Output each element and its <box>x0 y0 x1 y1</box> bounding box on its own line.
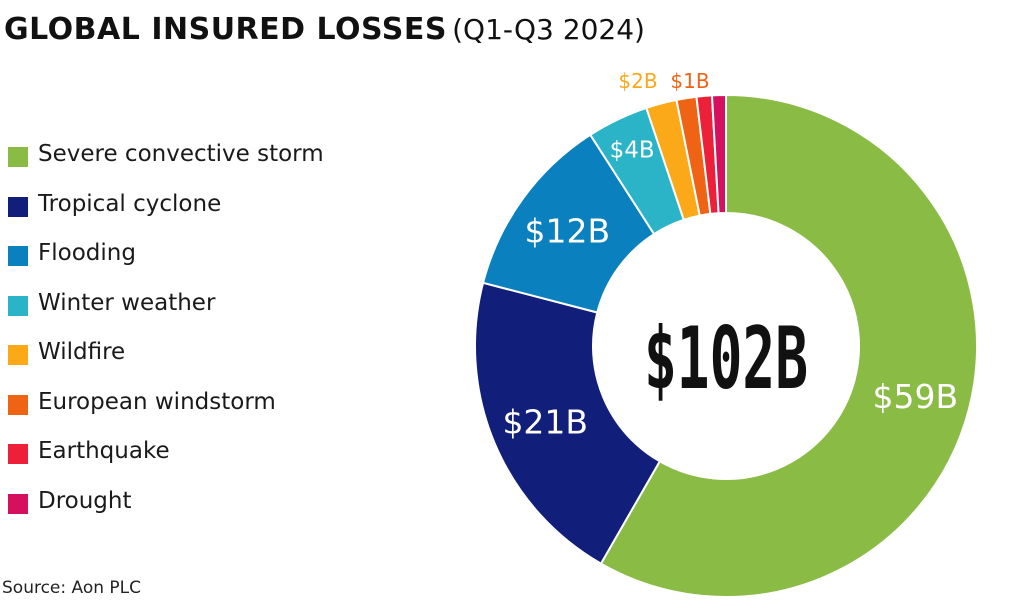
center-total-label: $102B <box>644 309 808 409</box>
legend-swatch <box>8 345 28 365</box>
legend-label: Flooding <box>38 240 136 266</box>
legend-label: Earthquake <box>38 438 170 464</box>
labels-group: $59B $21B $12B $4B $2B $1B <box>502 69 958 441</box>
legend-label: Tropical cyclone <box>38 190 222 217</box>
title-main: GLOBAL INSURED LOSSES <box>4 12 448 47</box>
legend-swatch <box>8 196 28 217</box>
legend-label: Winter weather <box>38 289 216 316</box>
title-subtitle: (Q1-Q3 2024) <box>452 13 645 46</box>
slice-drought <box>710 93 727 215</box>
source-note: Source: Aon PLC <box>2 578 142 598</box>
legend-swatch <box>8 246 28 266</box>
legend-swatch <box>8 493 28 514</box>
slice-severe-convective-storm <box>599 93 978 598</box>
legend-label: Severe convective storm <box>38 141 324 167</box>
legend-swatch <box>8 295 28 316</box>
chart-title: GLOBAL INSURED LOSSES (Q1-Q3 2024) <box>4 12 645 52</box>
legend-swatch <box>8 394 28 415</box>
data-label: $2B <box>618 69 657 93</box>
legend-swatch <box>8 444 28 464</box>
data-label: $12B <box>524 211 610 250</box>
legend-label: Drought <box>38 487 132 514</box>
data-label: $21B <box>502 402 588 441</box>
slice-tropical-cyclone <box>474 281 662 565</box>
data-label: $59B <box>873 377 959 416</box>
legend-label: Wildfire <box>38 339 126 365</box>
legend-swatch <box>8 147 28 167</box>
data-label: $4B <box>610 137 655 163</box>
slices-group <box>474 93 978 598</box>
data-label: $1B <box>670 69 709 93</box>
legend-label: European windstorm <box>38 388 276 415</box>
